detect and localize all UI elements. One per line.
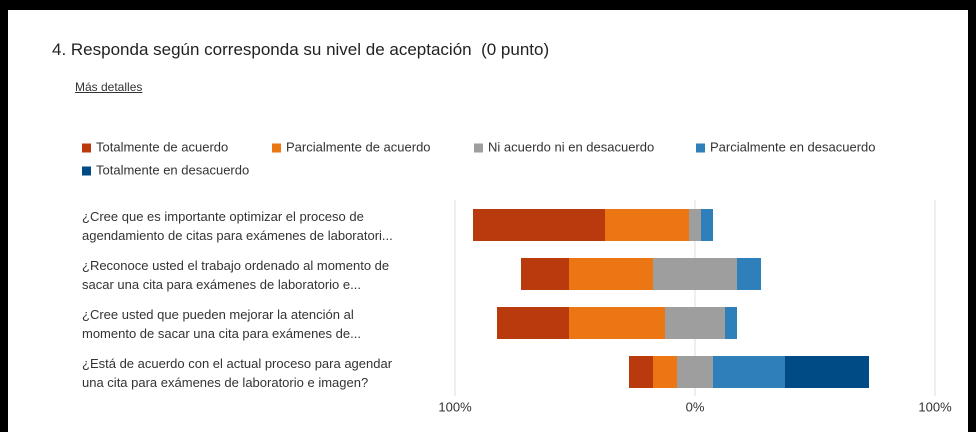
legend-swatch — [82, 166, 91, 176]
x-tick-label: 100% — [918, 399, 952, 414]
question-label: ¿Está de acuerdo con el actual proceso p… — [82, 356, 393, 390]
bar-segment — [521, 258, 569, 290]
x-tick-label: 0% — [686, 399, 705, 414]
legend-swatch — [272, 143, 281, 153]
bar-segment — [677, 356, 713, 388]
legend-swatch — [696, 143, 705, 153]
bar-segment — [473, 209, 605, 241]
legend-label: Ni acuerdo ni en desacuerdo — [488, 139, 654, 154]
question-title: 4. Responda según corresponda su nivel d… — [52, 40, 550, 59]
bar-segment — [689, 209, 701, 241]
question-label: ¿Cree usted que pueden mejorar la atenci… — [82, 307, 361, 341]
bar-segment — [569, 307, 665, 339]
question-label: ¿Cree que es importante optimizar el pro… — [82, 209, 393, 243]
legend-label: Totalmente de acuerdo — [96, 139, 228, 154]
bar-segment — [653, 356, 677, 388]
bar-segment — [713, 356, 785, 388]
legend-label: Parcialmente de acuerdo — [286, 139, 431, 154]
bar-segment — [497, 307, 569, 339]
x-tick-label: 100% — [438, 399, 472, 414]
bar-segment — [653, 258, 737, 290]
legend-label: Totalmente en desacuerdo — [96, 162, 249, 177]
bar-segment — [737, 258, 761, 290]
bar-segment — [605, 209, 689, 241]
question-label: ¿Reconoce usted el trabajo ordenado al m… — [82, 258, 390, 292]
bar-segment — [569, 258, 653, 290]
bar-segment — [785, 356, 869, 388]
bar-segment — [701, 209, 713, 241]
legend-label: Parcialmente en desacuerdo — [710, 139, 876, 154]
bar-segment — [629, 356, 653, 388]
bar-segment — [665, 307, 725, 339]
legend-swatch — [82, 143, 91, 153]
bar-segment — [725, 307, 737, 339]
details-link[interactable]: Más detalles — [75, 80, 143, 94]
legend-swatch — [474, 143, 483, 153]
